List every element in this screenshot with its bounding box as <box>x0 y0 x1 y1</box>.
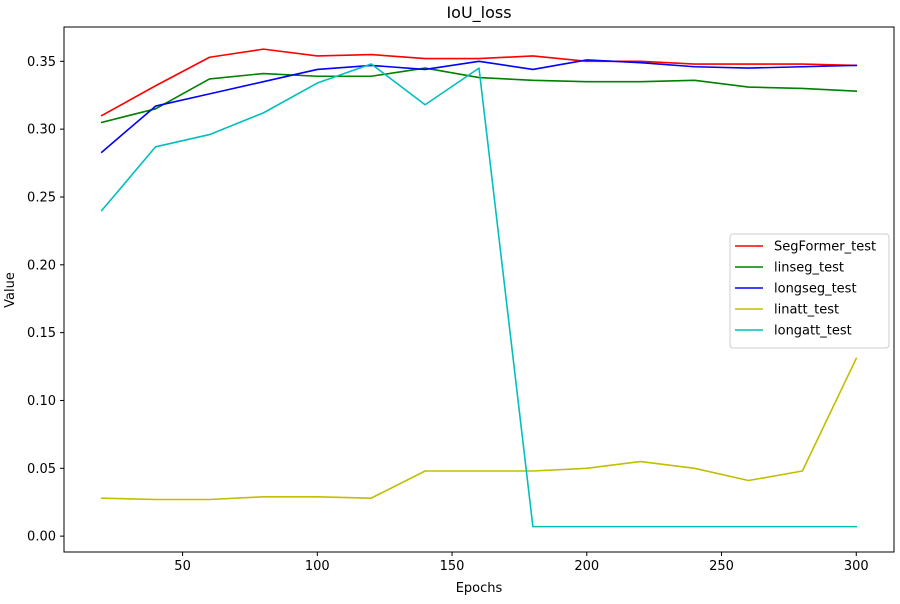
ticks-layer: 50 100 150 200 250 300 0.00 0.05 0.10 0.15 0.20 0.2… <box>27 55 869 574</box>
x-tick-label: 300 <box>844 559 869 574</box>
legend-label: SegFormer_test <box>774 240 876 255</box>
series-line-segformer-test <box>100 48 858 117</box>
x-tick-label: 50 <box>174 559 191 574</box>
y-tick-label: 0.05 <box>27 462 56 477</box>
x-tick-label: 200 <box>574 559 599 574</box>
y-tick-label: 0.00 <box>27 530 56 545</box>
y-tick-label: 0.20 <box>27 258 56 273</box>
y-tick-label: 0.10 <box>27 394 56 409</box>
series-line-linseg-test <box>100 67 858 124</box>
series-line-linatt-test <box>100 357 858 501</box>
legend-box <box>729 233 890 349</box>
series-layer <box>100 48 858 528</box>
x-tick-label: 100 <box>305 559 330 574</box>
x-tick-label: 250 <box>709 559 734 574</box>
y-tick-label: 0.30 <box>27 123 56 138</box>
y-tick-label: 0.35 <box>27 55 56 70</box>
x-tick-label: 150 <box>440 559 465 574</box>
legend-label: longatt_test <box>774 324 852 339</box>
legend-label: linseg_test <box>774 261 844 276</box>
y-axis-label: Value <box>3 272 18 308</box>
y-tick-label: 0.25 <box>27 190 56 205</box>
chart-title: IoU_loss <box>446 3 511 23</box>
series-line-longseg-test <box>100 59 858 154</box>
legend: SegFormer_test linseg_test longseg_testlin… <box>729 233 890 349</box>
plot-frame <box>63 26 895 553</box>
legend-label: longseg_test <box>774 282 857 297</box>
legend-label: linatt_test <box>774 303 839 318</box>
x-axis-label: Epochs <box>456 581 503 596</box>
series-line-longatt-test <box>100 63 858 528</box>
y-tick-label: 0.15 <box>27 326 56 341</box>
